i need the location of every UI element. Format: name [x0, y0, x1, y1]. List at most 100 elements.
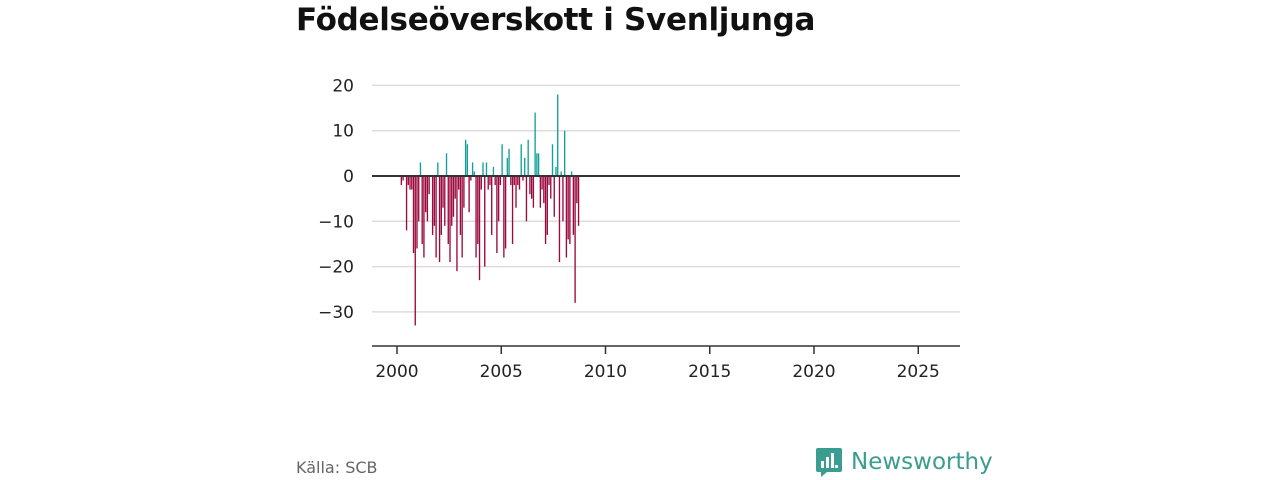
bar [572, 176, 575, 235]
bar [456, 176, 458, 272]
bar [477, 176, 479, 244]
bar [492, 166, 495, 176]
bar [458, 176, 460, 190]
bar [496, 176, 498, 254]
bar [447, 176, 449, 244]
bar [464, 139, 467, 176]
bar [503, 176, 505, 258]
bar [473, 171, 475, 176]
bar [424, 176, 427, 213]
x-tick-label: 2025 [897, 362, 940, 382]
bar [419, 162, 422, 176]
bar [470, 176, 472, 181]
bar [541, 176, 543, 190]
bar [421, 176, 423, 244]
bar [423, 176, 425, 258]
bar [461, 176, 463, 258]
bar [506, 157, 509, 176]
bar [437, 162, 439, 176]
bar [454, 176, 456, 199]
bar [407, 176, 409, 186]
bar [475, 176, 477, 258]
bar [426, 176, 429, 222]
bar [497, 176, 500, 222]
bar [536, 153, 538, 176]
bar [471, 162, 474, 176]
bar [501, 144, 503, 176]
bar [529, 176, 531, 195]
bar [499, 176, 502, 186]
bar [504, 176, 507, 249]
bar [482, 162, 484, 176]
bar [513, 176, 515, 186]
bar [522, 176, 524, 181]
bar [491, 176, 493, 235]
x-tick-label: 2020 [792, 362, 835, 382]
bar [534, 112, 536, 176]
y-tick-label: 0 [343, 167, 354, 187]
bar [487, 176, 489, 190]
bar [409, 176, 411, 190]
bar [543, 176, 545, 204]
bar [563, 130, 566, 176]
bar [570, 171, 573, 176]
bar [440, 176, 442, 235]
bar [530, 176, 533, 199]
bar [438, 176, 441, 263]
bar [416, 176, 418, 249]
y-tick-label: −30 [318, 303, 354, 323]
bar [402, 176, 404, 181]
bar [428, 176, 430, 195]
x-tick-label: 2000 [375, 362, 418, 382]
bar [412, 176, 415, 254]
bar [449, 176, 451, 263]
bar [431, 176, 434, 235]
bar [557, 94, 559, 176]
bar [468, 176, 470, 213]
x-tick-label: 2015 [688, 362, 731, 382]
bar [451, 176, 453, 226]
bar [478, 176, 481, 281]
bar [405, 176, 408, 231]
bar [510, 176, 512, 186]
x-tick-label: 2010 [584, 362, 627, 382]
bar [546, 176, 548, 235]
bar [508, 148, 510, 176]
bar [539, 176, 542, 208]
bar [452, 176, 455, 217]
bar [459, 176, 462, 235]
bar [550, 176, 552, 199]
y-tick-label: −10 [318, 212, 354, 232]
bar [576, 176, 578, 204]
bar [489, 176, 491, 186]
bar [537, 153, 540, 176]
bar [532, 176, 535, 208]
newsworthy-logo-icon [816, 448, 842, 477]
bar [517, 176, 519, 186]
brand-logo[interactable]: Newsworthy [815, 447, 993, 477]
bar [565, 176, 568, 258]
bar [414, 176, 416, 326]
bar [518, 176, 521, 190]
bar [463, 176, 465, 208]
y-tick-label: −20 [318, 258, 354, 278]
bar [527, 139, 529, 176]
bar [525, 176, 528, 222]
bar [524, 157, 526, 176]
bar [577, 176, 580, 226]
bar [485, 162, 488, 176]
chart-title: Födelseöverskott i Svenljunga [296, 2, 816, 38]
bar [433, 176, 436, 226]
y-tick-label: 20 [332, 76, 354, 96]
bar [544, 176, 547, 244]
bar [494, 176, 496, 186]
y-tick-label: 10 [332, 122, 354, 142]
bar [418, 176, 420, 222]
bar [574, 176, 576, 303]
bar [435, 176, 437, 258]
bar [553, 176, 555, 217]
bar [560, 171, 562, 176]
bar [442, 176, 444, 208]
bar [515, 176, 517, 208]
